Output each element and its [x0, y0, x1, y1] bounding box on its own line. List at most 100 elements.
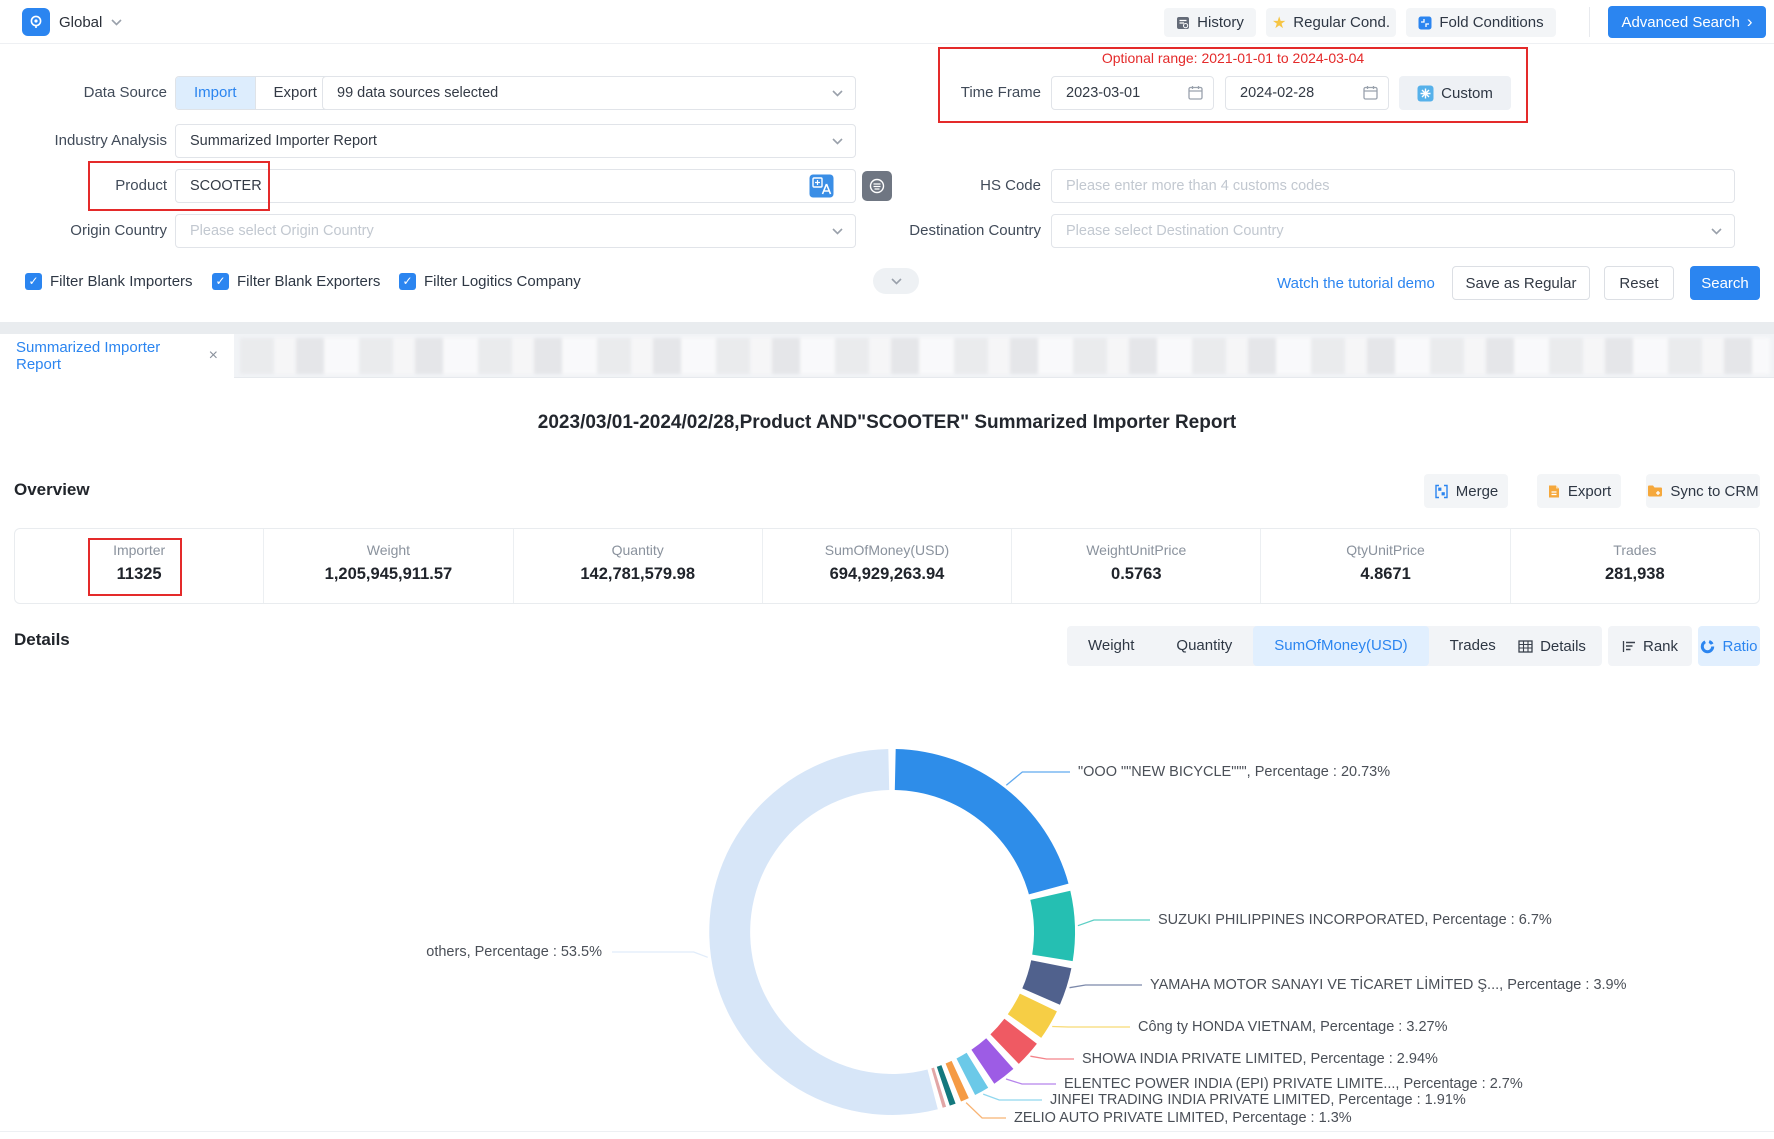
fold-icon: [1418, 16, 1432, 29]
donut-slice[interactable]: [1007, 993, 1057, 1038]
import-tab[interactable]: Import: [176, 77, 255, 109]
stat-value: 11325: [116, 565, 162, 583]
rank-icon: [1622, 640, 1635, 652]
date-from-field[interactable]: [1051, 76, 1214, 110]
synonym-icon-button[interactable]: [862, 171, 892, 201]
donut-slice[interactable]: [931, 1067, 947, 1108]
chevron-down-icon: [1711, 228, 1722, 235]
tutorial-demo-link[interactable]: Watch the tutorial demo: [1277, 275, 1435, 292]
donut-slice[interactable]: [936, 1065, 956, 1106]
checkbox-checked-icon: ✓: [399, 273, 416, 290]
view-tab-label: Rank: [1642, 637, 1679, 655]
checkbox-label: Filter Blank Exporters: [237, 273, 381, 290]
optional-range-note: Optional range: 2021-01-01 to 2024-03-04: [1101, 50, 1365, 66]
stat-quantity: Quantity 142,781,579.98: [512, 529, 762, 603]
search-button[interactable]: Search: [1690, 266, 1760, 300]
regular-cond-button[interactable]: ★ Regular Cond.: [1266, 8, 1396, 37]
view-tab-ratio[interactable]: Ratio: [1698, 626, 1760, 666]
tab-label: Summarized Importer Report: [16, 339, 161, 373]
history-icon: [1177, 16, 1190, 29]
regular-cond-label: Regular Cond.: [1293, 14, 1391, 31]
tab-close-icon[interactable]: ×: [208, 347, 218, 364]
filter-blank-exporters-checkbox[interactable]: ✓ Filter Blank Exporters: [212, 273, 380, 290]
donut-slice[interactable]: [894, 749, 1069, 895]
filter-blank-importers-checkbox[interactable]: ✓ Filter Blank Importers: [25, 273, 193, 290]
donut-slice[interactable]: [945, 1060, 969, 1102]
chevron-down-icon: [832, 228, 843, 235]
metric-tab-sum-of-money[interactable]: SumOfMoney(USD): [1253, 626, 1429, 666]
overview-heading: Overview: [14, 480, 90, 499]
donut-slice[interactable]: [956, 1052, 989, 1095]
chart-label: Công ty HONDA VIETNAM, Percentage : 3.27…: [1138, 1019, 1448, 1035]
stat-label: WeightUnitPrice: [1086, 542, 1187, 558]
overview-stats-card: Importer 11325 Weight 1,205,945,911.57 Q…: [14, 528, 1760, 604]
custom-label: Custom: [1441, 84, 1493, 102]
metric-tab-weight[interactable]: Weight: [1088, 637, 1135, 654]
chevron-right-icon: ›: [1746, 12, 1753, 31]
donut-slice[interactable]: [990, 1018, 1037, 1064]
hs-code-label: HS Code: [980, 177, 1041, 194]
chart-label: others, Percentage : 53.5%: [426, 944, 602, 960]
product-field[interactable]: [175, 169, 856, 203]
view-tab-rank[interactable]: Rank: [1608, 626, 1692, 666]
advanced-search-label: Advanced Search: [1621, 13, 1740, 31]
custom-range-button[interactable]: Custom: [1399, 76, 1511, 110]
export-button[interactable]: Export: [1537, 474, 1621, 508]
donut-svg[interactable]: [0, 700, 1774, 1139]
sync-to-crm-button[interactable]: Sync to CRM: [1646, 474, 1760, 508]
checkbox-checked-icon: ✓: [212, 273, 229, 290]
advanced-search-button[interactable]: Advanced Search ›: [1608, 6, 1766, 38]
import-export-toggle: Import Export: [175, 76, 336, 110]
stat-weight: Weight 1,205,945,911.57: [263, 529, 512, 603]
chart-label: JINFEI TRADING INDIA PRIVATE LIMITED, Pe…: [1050, 1092, 1466, 1108]
date-to-field[interactable]: [1225, 76, 1389, 110]
chevron-down-icon: [890, 277, 902, 285]
data-sources-select[interactable]: 99 data sources selected: [322, 76, 856, 110]
hs-code-field[interactable]: [1051, 169, 1735, 203]
merge-button[interactable]: Merge: [1424, 474, 1508, 508]
collapse-conditions-toggle[interactable]: [873, 268, 919, 294]
donut-slice[interactable]: [1022, 960, 1072, 1005]
metric-tab-quantity[interactable]: Quantity: [1176, 637, 1233, 654]
time-frame-label: Time Frame: [960, 84, 1041, 101]
stat-qty-unit-price: QtyUnitPrice 4.8671: [1260, 529, 1509, 603]
origin-country-select[interactable]: Please select Origin Country: [175, 214, 856, 248]
view-tab-details[interactable]: Details: [1502, 626, 1602, 666]
stat-value: 4.8671: [1360, 565, 1411, 583]
importer-ratio-donut-chart: "OOO ""NEW BICYCLE""", Percentage : 20.7…: [0, 700, 1774, 1139]
report-title: 2023/03/01-2024/02/28,Product AND"SCOOTE…: [537, 412, 1237, 433]
export-file-icon: [1548, 485, 1559, 497]
tab-summarized-importer-report[interactable]: Summarized Importer Report ×: [0, 334, 234, 378]
view-tab-label: Details: [1540, 637, 1586, 655]
translate-icon[interactable]: [809, 174, 834, 198]
calendar-icon: [1188, 86, 1203, 100]
donut-slice[interactable]: [971, 1038, 1014, 1084]
save-as-regular-button[interactable]: Save as Regular: [1452, 266, 1590, 300]
reset-button[interactable]: Reset: [1604, 266, 1674, 300]
donut-slice[interactable]: [709, 749, 938, 1115]
filter-logitics-company-checkbox[interactable]: ✓ Filter Logitics Company: [399, 273, 581, 290]
stat-label: Weight: [366, 542, 411, 558]
export-tab[interactable]: Export: [254, 77, 335, 109]
fold-conditions-button[interactable]: Fold Conditions: [1406, 8, 1556, 37]
destination-country-select[interactable]: Please select Destination Country: [1051, 214, 1735, 248]
chart-label: SUZUKI PHILIPPINES INCORPORATED, Percent…: [1158, 912, 1552, 928]
region-switcher[interactable]: Global: [22, 8, 122, 36]
stat-weight-unit-price: WeightUnitPrice 0.5763: [1011, 529, 1260, 603]
stat-label: SumOfMoney(USD): [824, 542, 950, 558]
metric-tab-trades[interactable]: Trades: [1449, 637, 1496, 654]
calendar-icon: [1363, 86, 1378, 100]
chart-label: ELENTEC POWER INDIA (EPI) PRIVATE LIMITE…: [1064, 1076, 1523, 1092]
history-button[interactable]: History: [1164, 8, 1256, 37]
ratio-donut-icon: [1701, 639, 1715, 653]
topbar-divider: [1589, 7, 1590, 37]
industry-analysis-select[interactable]: Summarized Importer Report: [175, 124, 856, 158]
sync-to-crm-label: Sync to CRM: [1670, 482, 1759, 500]
metric-tab-group: Weight Quantity SumOfMoney(USD) Trades: [1067, 626, 1517, 666]
section-divider: [0, 322, 1774, 334]
label-leader-line: [1077, 919, 1150, 927]
blurred-tabs-region: [240, 338, 1770, 374]
stat-value: 142,781,579.98: [580, 565, 696, 583]
donut-slice[interactable]: [1030, 890, 1076, 962]
